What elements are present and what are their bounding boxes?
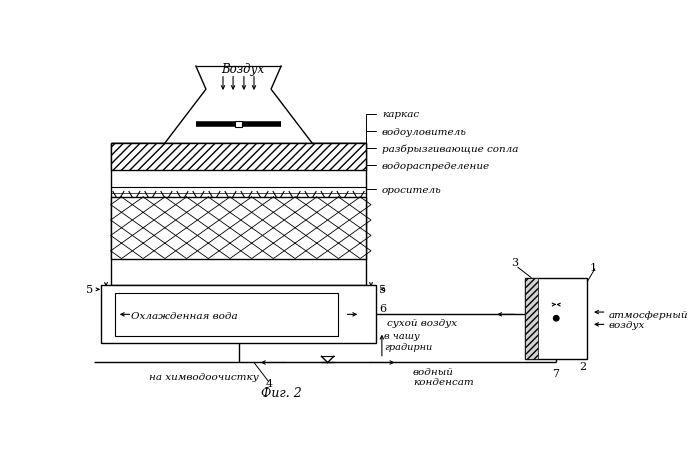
Text: водоуловитель: водоуловитель (366, 127, 467, 154)
Text: 3: 3 (511, 258, 519, 268)
Bar (235, 121, 243, 127)
Text: Воздух: Воздух (222, 63, 265, 76)
Bar (110, 197, 366, 259)
Text: атмосферный
воздух: атмосферный воздух (609, 310, 689, 330)
Text: разбрызгивающие сопла: разбрызгивающие сопла (366, 144, 518, 176)
Text: на химводоочистку: на химводоочистку (150, 373, 259, 382)
Bar (110, 144, 366, 171)
Text: каркас: каркас (366, 110, 419, 145)
Text: в чашу
градирни: в чашу градирни (384, 332, 433, 351)
Bar (525, 278, 538, 359)
Bar (110, 144, 366, 286)
Text: 2: 2 (579, 362, 586, 372)
Text: 6: 6 (380, 303, 387, 313)
Text: водный
конденсат: водный конденсат (413, 367, 474, 386)
Bar (101, 286, 375, 344)
Text: 5: 5 (86, 284, 93, 294)
Text: 5: 5 (379, 284, 386, 294)
Text: ороситель: ороситель (366, 185, 442, 226)
Text: 1: 1 (589, 263, 597, 273)
Text: Фиг. 2: Фиг. 2 (261, 386, 301, 399)
Text: 7: 7 (552, 368, 559, 378)
Bar (525, 278, 587, 359)
Text: 4: 4 (266, 378, 273, 388)
Circle shape (554, 316, 559, 321)
Text: Охлажденная вода: Охлажденная вода (131, 312, 238, 320)
Text: сухой воздух: сухой воздух (387, 318, 457, 328)
Text: водораспределение: водораспределение (366, 162, 490, 195)
Bar (115, 293, 338, 336)
